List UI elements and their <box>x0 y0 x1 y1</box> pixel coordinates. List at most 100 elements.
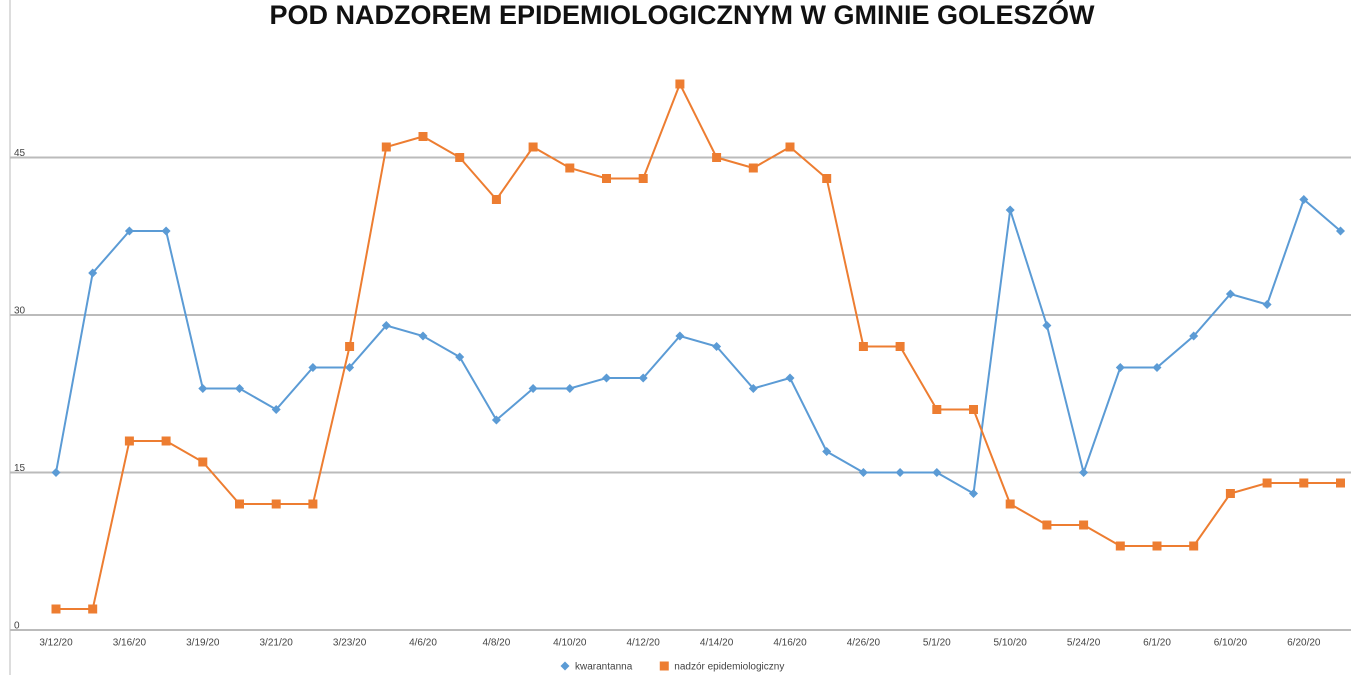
marker <box>1042 321 1052 330</box>
marker <box>271 499 281 509</box>
marker <box>198 457 208 467</box>
marker <box>198 384 208 393</box>
marker <box>1189 331 1199 341</box>
marker <box>785 373 795 383</box>
marker <box>748 163 758 173</box>
series-line <box>55 197 1342 496</box>
marker <box>418 132 428 141</box>
x-tick-label: 3/19/20 <box>186 638 220 649</box>
marker <box>565 384 575 393</box>
marker <box>1225 289 1235 299</box>
x-tick-label: 4/8/20 <box>482 638 510 649</box>
marker <box>455 352 465 362</box>
marker <box>88 268 98 278</box>
marker <box>1299 195 1309 204</box>
marker <box>235 384 244 393</box>
marker <box>560 661 570 671</box>
y-tick-label: 0 <box>14 621 20 632</box>
marker <box>1152 363 1162 372</box>
marker <box>124 226 134 236</box>
marker <box>308 499 318 509</box>
chart-title: POD NADZOREM EPIDEMIOLOGICZNYM W GMINIE … <box>270 0 1096 30</box>
marker <box>381 142 391 152</box>
marker <box>1005 205 1015 215</box>
x-tick-label: 5/10/20 <box>994 638 1028 649</box>
marker <box>1262 478 1272 488</box>
marker <box>858 342 868 351</box>
marker <box>51 468 61 477</box>
x-tick-label: 5/24/20 <box>1067 638 1101 649</box>
marker <box>1336 478 1345 488</box>
marker <box>932 405 942 414</box>
marker <box>822 174 832 183</box>
marker <box>1225 489 1235 498</box>
x-tick-label: 5/1/20 <box>923 638 951 649</box>
marker <box>161 436 171 446</box>
x-tick-label: 6/20/20 <box>1287 638 1321 649</box>
x-tick-label: 6/1/20 <box>1143 638 1171 649</box>
marker <box>455 153 465 162</box>
marker <box>748 384 758 393</box>
marker <box>969 489 978 498</box>
x-tick-label: 3/21/20 <box>260 638 294 649</box>
marker <box>712 153 722 162</box>
marker <box>895 468 905 477</box>
marker <box>1079 468 1089 477</box>
legend-label: kwarantanna <box>575 662 633 673</box>
marker <box>638 174 648 183</box>
marker <box>1299 478 1309 488</box>
marker <box>969 405 978 414</box>
marker <box>308 363 318 372</box>
marker <box>345 363 355 372</box>
x-tick-label: 4/12/20 <box>627 638 661 649</box>
marker <box>1189 541 1199 551</box>
marker <box>602 174 611 183</box>
x-tick-label: 4/14/20 <box>700 638 734 649</box>
marker <box>822 447 832 456</box>
x-tick-label: 4/10/20 <box>553 638 587 649</box>
legend-label: nadzór epidemiologiczny <box>674 662 784 673</box>
marker <box>675 79 685 89</box>
marker <box>602 373 611 383</box>
marker <box>1152 541 1162 551</box>
marker <box>381 321 391 330</box>
y-tick-label: 30 <box>14 306 26 317</box>
series-line <box>56 81 1341 610</box>
x-tick-label: 4/6/20 <box>409 638 437 649</box>
x-tick-label: 3/16/20 <box>113 638 147 649</box>
x-tick-label: 3/12/20 <box>39 638 73 649</box>
marker <box>51 604 61 614</box>
marker <box>659 661 669 671</box>
marker <box>271 405 281 414</box>
marker <box>1079 520 1089 530</box>
marker <box>161 226 171 236</box>
x-tick-label: 3/23/20 <box>333 638 367 649</box>
marker <box>528 384 538 393</box>
x-tick-label: 6/10/20 <box>1214 638 1248 649</box>
marker <box>712 342 722 351</box>
marker <box>1115 541 1125 551</box>
marker <box>491 415 501 425</box>
marker <box>528 142 538 152</box>
y-tick-label: 45 <box>14 148 26 159</box>
marker <box>1336 226 1345 236</box>
marker <box>418 331 428 341</box>
marker <box>235 499 244 509</box>
x-tick-label: 4/16/20 <box>773 638 807 649</box>
marker <box>565 163 575 173</box>
marker <box>895 342 905 351</box>
marker <box>1262 300 1272 309</box>
marker <box>1005 499 1015 509</box>
marker <box>1042 520 1052 530</box>
marker <box>491 195 501 204</box>
marker <box>932 468 942 477</box>
marker <box>675 331 685 341</box>
x-tick-label: 4/26/20 <box>847 638 881 649</box>
marker <box>785 142 795 152</box>
marker <box>124 436 134 446</box>
marker <box>1115 363 1125 372</box>
marker <box>345 342 355 351</box>
y-tick-label: 15 <box>14 463 26 474</box>
marker <box>88 604 98 614</box>
